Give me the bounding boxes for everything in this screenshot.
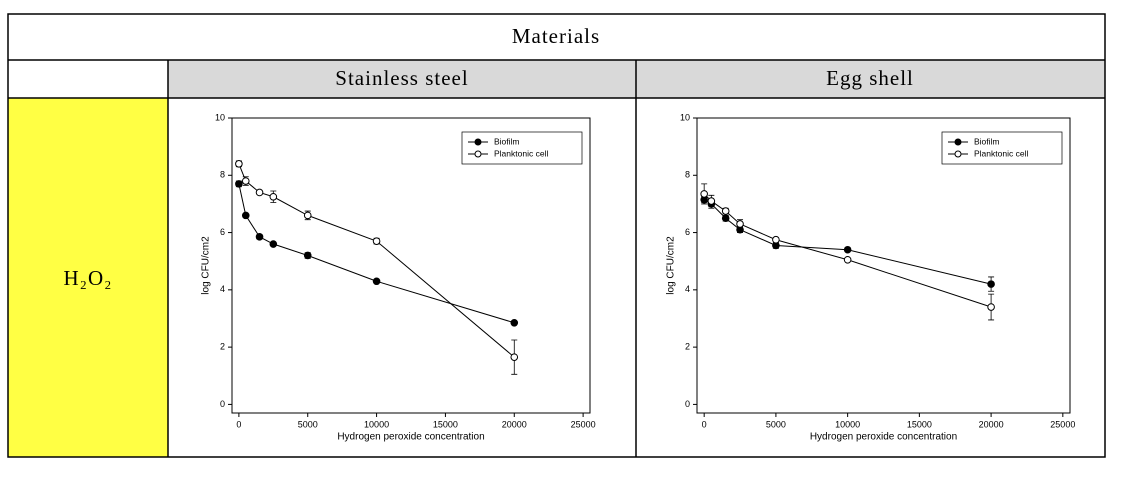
y-tick-label: 4 bbox=[685, 284, 690, 294]
x-tick-label: 20000 bbox=[979, 419, 1004, 429]
y-tick-label: 10 bbox=[215, 112, 225, 122]
x-tick-label: 5000 bbox=[766, 419, 786, 429]
legend-label: Planktonic cell bbox=[494, 148, 548, 158]
legend-marker bbox=[954, 150, 962, 158]
x-tick-label: 10000 bbox=[835, 419, 860, 429]
marker bbox=[510, 318, 519, 327]
marker bbox=[241, 177, 250, 185]
series-line bbox=[238, 183, 515, 324]
row-header: H₂O₂ bbox=[64, 266, 113, 290]
y-tick-label: 0 bbox=[685, 399, 690, 409]
table-header: Materials bbox=[512, 24, 600, 48]
row-header-bg bbox=[8, 98, 168, 457]
marker bbox=[707, 197, 716, 205]
x-tick-label: 20000 bbox=[502, 419, 527, 429]
marker bbox=[987, 303, 995, 311]
marker bbox=[235, 180, 243, 188]
marker bbox=[843, 255, 852, 264]
legend-box bbox=[941, 131, 1063, 165]
legend-marker bbox=[954, 138, 962, 146]
series-line bbox=[703, 199, 992, 285]
plot-frame bbox=[231, 117, 591, 414]
y-tick-label: 2 bbox=[685, 342, 690, 352]
x-tick-label: 15000 bbox=[907, 419, 932, 429]
x-axis-label: Hydrogen peroxide concentration bbox=[337, 432, 484, 443]
table-grid bbox=[7, 13, 1106, 458]
y-tick-label: 6 bbox=[220, 227, 225, 237]
marker bbox=[700, 190, 708, 198]
y-tick-label: 8 bbox=[220, 170, 225, 180]
legend-label: Planktonic cell bbox=[974, 148, 1028, 158]
x-tick-label: 0 bbox=[236, 419, 241, 429]
x-tick-label: 25000 bbox=[1050, 419, 1075, 429]
marker bbox=[772, 235, 780, 244]
marker bbox=[721, 207, 730, 215]
y-tick-label: 0 bbox=[220, 399, 225, 409]
x-axis-label: Hydrogen peroxide concentration bbox=[810, 432, 957, 443]
legend-marker bbox=[474, 138, 482, 146]
marker bbox=[303, 211, 312, 220]
x-tick-label: 5000 bbox=[298, 419, 318, 429]
y-tick-label: 6 bbox=[685, 227, 690, 237]
marker bbox=[372, 277, 381, 286]
y-tick-label: 2 bbox=[220, 342, 225, 352]
y-tick-label: 8 bbox=[685, 170, 690, 180]
column-header: Stainless steel bbox=[335, 66, 468, 90]
y-tick-label: 4 bbox=[220, 284, 225, 294]
x-tick-label: 25000 bbox=[571, 419, 596, 429]
y-tick-label: 10 bbox=[680, 112, 690, 122]
marker bbox=[241, 211, 250, 220]
y-axis-label: log CFU/cm2 bbox=[666, 236, 677, 295]
marker bbox=[736, 220, 744, 228]
plot-frame bbox=[696, 117, 1071, 414]
marker bbox=[269, 192, 278, 201]
legend-box bbox=[461, 131, 583, 165]
marker bbox=[269, 240, 278, 248]
legend-marker bbox=[474, 150, 482, 158]
marker bbox=[987, 280, 995, 288]
marker bbox=[303, 251, 312, 260]
marker bbox=[235, 160, 243, 168]
marker bbox=[255, 233, 264, 241]
column-header: Egg shell bbox=[826, 66, 914, 90]
marker bbox=[372, 237, 381, 245]
series-line bbox=[238, 163, 515, 358]
marker bbox=[843, 245, 852, 254]
legend-label: Biofilm bbox=[974, 136, 1000, 146]
x-tick-label: 10000 bbox=[364, 419, 389, 429]
marker bbox=[255, 188, 264, 197]
x-tick-label: 15000 bbox=[433, 419, 458, 429]
y-axis-label: log CFU/cm2 bbox=[201, 236, 212, 295]
marker bbox=[510, 353, 519, 361]
x-tick-label: 0 bbox=[702, 419, 707, 429]
marker bbox=[721, 214, 730, 223]
legend-label: Biofilm bbox=[494, 136, 520, 146]
